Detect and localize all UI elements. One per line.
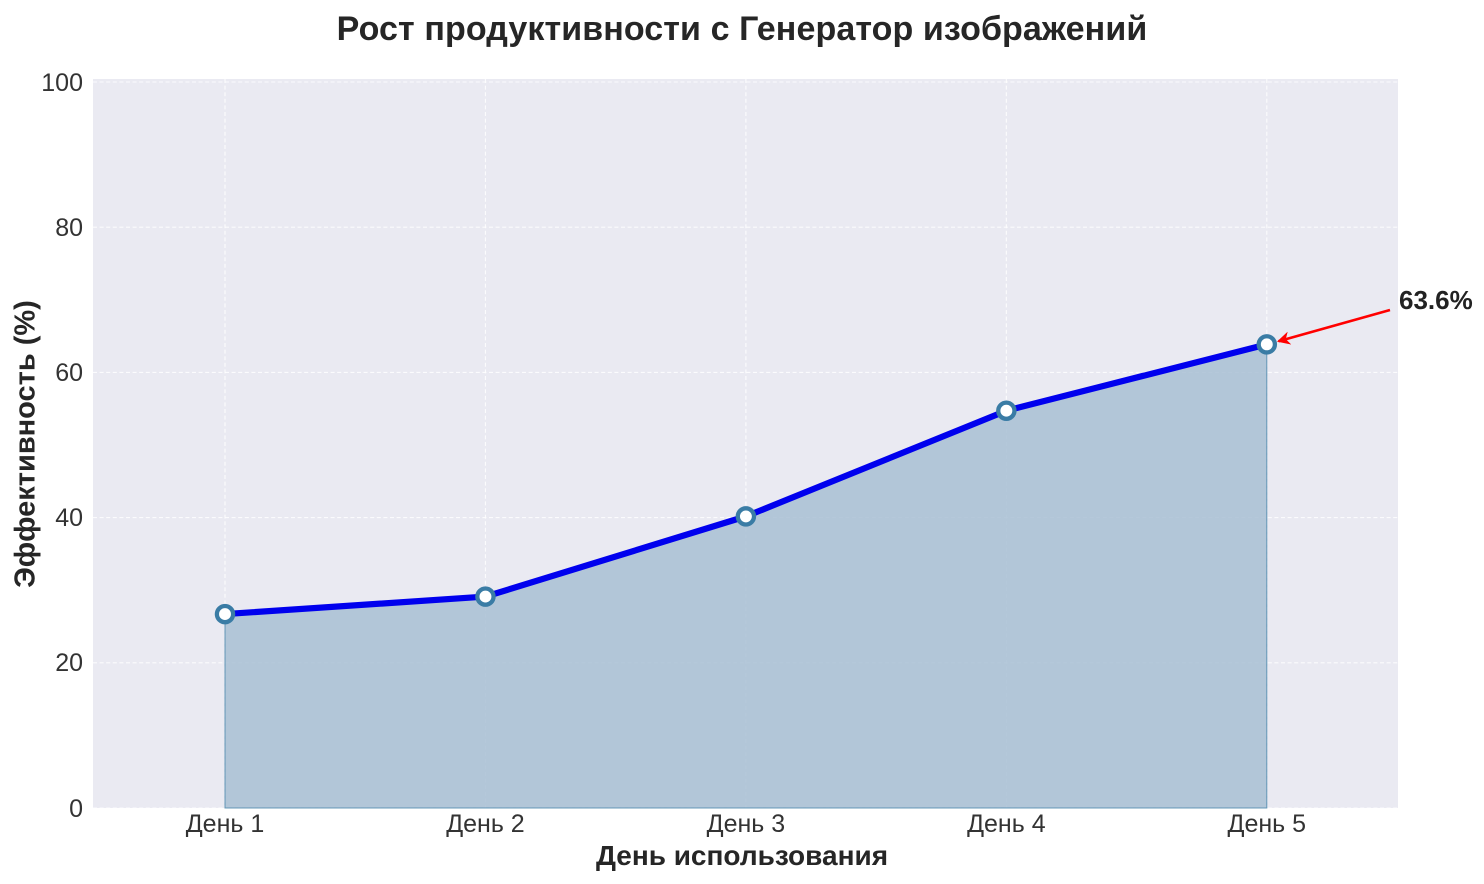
- svg-text:100: 100: [41, 69, 83, 97]
- svg-text:0: 0: [69, 795, 83, 823]
- svg-text:20: 20: [55, 649, 83, 677]
- svg-text:День 2: День 2: [446, 810, 525, 838]
- svg-text:День 3: День 3: [707, 810, 786, 838]
- svg-text:80: 80: [55, 214, 83, 242]
- svg-text:День 5: День 5: [1228, 810, 1307, 838]
- svg-text:День 1: День 1: [186, 810, 265, 838]
- svg-text:63.6%: 63.6%: [1399, 285, 1473, 315]
- svg-text:День 4: День 4: [967, 810, 1046, 838]
- svg-text:60: 60: [55, 359, 83, 387]
- svg-text:40: 40: [55, 504, 83, 532]
